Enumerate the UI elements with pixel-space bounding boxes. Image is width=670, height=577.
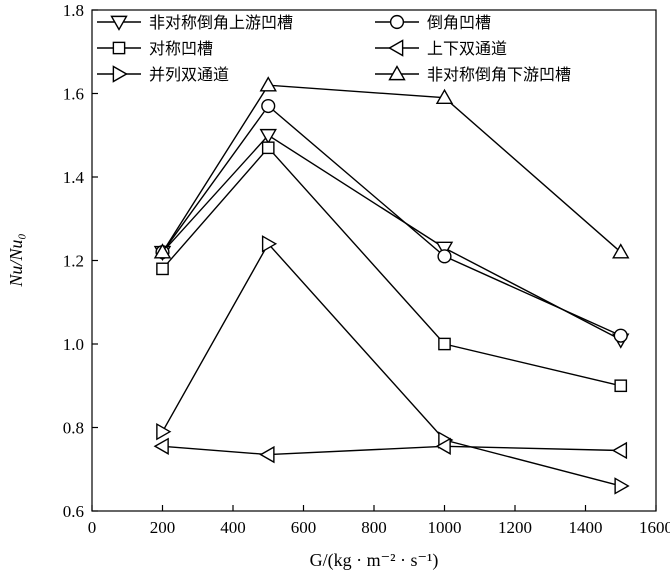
- y-tick-label: 1.6: [63, 85, 84, 104]
- y-axis-label: Nu/Nu₀: [6, 233, 26, 287]
- y-tick-label: 1.4: [63, 168, 85, 187]
- series-6: [153, 76, 630, 259]
- legend-label: 上下双通道: [427, 39, 507, 58]
- series-line: [161, 104, 622, 337]
- legend-item: 非对称倒角上游凹槽: [97, 13, 293, 32]
- data-point: [614, 477, 630, 495]
- legend-label: 并列双通道: [149, 65, 229, 84]
- y-tick-label: 1.0: [63, 335, 84, 354]
- legend-label: 对称凹槽: [149, 39, 213, 58]
- data-point: [259, 76, 277, 92]
- data-point: [438, 337, 451, 351]
- data-point: [435, 241, 454, 257]
- data-point: [435, 88, 454, 105]
- y-tick-label: 0.6: [63, 502, 84, 521]
- legend-label: 非对称倒角下游凹槽: [427, 65, 571, 84]
- data-point: [156, 422, 172, 441]
- data-point: [611, 441, 628, 460]
- data-point: [437, 249, 452, 264]
- legend-marker: [112, 41, 126, 55]
- legend-marker: [389, 14, 405, 30]
- data-point: [614, 379, 628, 393]
- series-1: [153, 128, 630, 349]
- y-tick-label: 0.8: [63, 419, 84, 438]
- series-line: [161, 134, 622, 341]
- series-2: [156, 141, 628, 393]
- y-tick-label: 1.8: [63, 1, 84, 20]
- series-3: [156, 235, 630, 495]
- plot-frame: [91, 9, 657, 512]
- data-point: [259, 445, 275, 464]
- x-tick-label: 1600: [639, 518, 670, 537]
- legend-marker: [112, 65, 128, 83]
- data-point: [153, 437, 169, 455]
- data-point: [261, 98, 276, 114]
- legend-item: 并列双通道: [97, 65, 229, 84]
- legend-label: 倒角凹槽: [427, 13, 491, 32]
- x-tick-label: 800: [361, 518, 387, 537]
- x-tick-label: 600: [291, 518, 317, 537]
- x-tick-label: 1400: [569, 518, 603, 537]
- data-point: [259, 128, 277, 145]
- data-point: [261, 235, 278, 253]
- data-point: [153, 243, 172, 259]
- series-line: [161, 242, 621, 487]
- legend-item: 非对称倒角下游凹槽: [375, 65, 571, 84]
- x-tick-label: 1000: [428, 518, 462, 537]
- data-point: [613, 328, 628, 343]
- x-tick-label: 400: [220, 518, 246, 537]
- x-tick-label: 1200: [498, 518, 532, 537]
- series-layer: [153, 76, 630, 495]
- y-tick-label: 1.2: [63, 252, 84, 271]
- series-5: [153, 437, 628, 464]
- legend-marker: [110, 15, 128, 31]
- legend-marker: [388, 39, 404, 57]
- series-line: [161, 84, 622, 253]
- data-point: [261, 141, 275, 155]
- data-point: [612, 243, 630, 259]
- legend-marker: [388, 65, 406, 81]
- legend-item: 倒角凹槽: [375, 13, 491, 32]
- legend-item: 对称凹槽: [97, 39, 213, 58]
- x-tick-label: 0: [88, 518, 97, 537]
- series-line: [162, 445, 621, 456]
- data-point: [156, 262, 169, 276]
- x-axis-label: G/(kg · m⁻² · s⁻¹): [310, 550, 439, 571]
- legend-item: 上下双通道: [375, 39, 507, 58]
- legend-label: 非对称倒角上游凹槽: [149, 13, 293, 32]
- data-point: [435, 437, 451, 455]
- axis-ticks: 0 200 400 600 800 1000 1200 1400 1600 0.6 0.8 1.0 1.…: [63, 1, 670, 537]
- series-line: [161, 146, 621, 387]
- x-tick-label: 200: [150, 518, 176, 537]
